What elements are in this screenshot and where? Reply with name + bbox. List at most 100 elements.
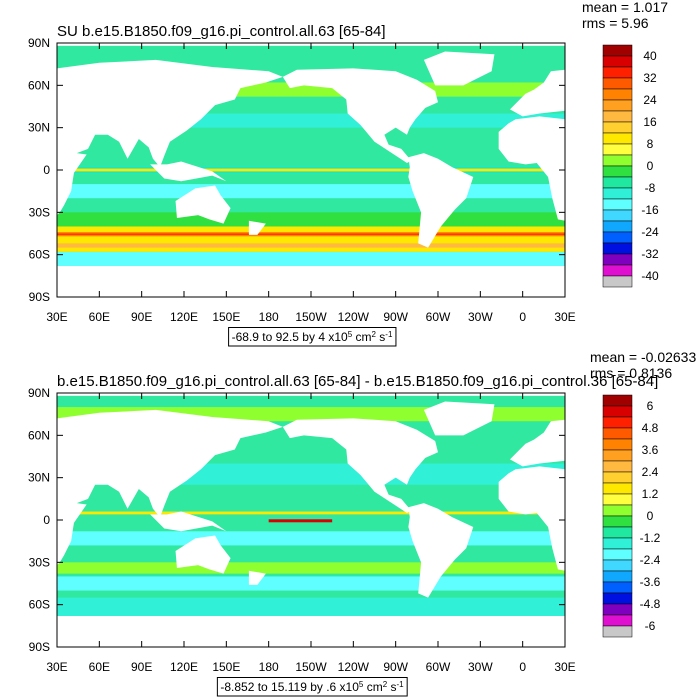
colorbar-box bbox=[602, 231, 633, 244]
x-tick-label: 120W bbox=[338, 660, 370, 674]
colorbar-box bbox=[602, 198, 633, 211]
y-tick-label: 60N bbox=[28, 78, 50, 92]
colorbar-label: 8 bbox=[647, 137, 654, 151]
field-band bbox=[57, 184, 565, 199]
y-tick-label: 60S bbox=[29, 248, 50, 262]
colorbar-box bbox=[602, 275, 633, 288]
colorbar-label: -32 bbox=[641, 247, 659, 261]
colorbar-label: 40 bbox=[643, 49, 657, 63]
land bbox=[248, 570, 266, 585]
field-band bbox=[57, 233, 565, 235]
colorbar-box bbox=[602, 55, 633, 68]
colorbar-box bbox=[602, 209, 633, 222]
land bbox=[175, 535, 231, 574]
colorbar-label: 24 bbox=[643, 93, 657, 107]
colorbar-box bbox=[602, 427, 633, 440]
x-tick-label: 60E bbox=[89, 310, 110, 324]
colorbar-box bbox=[602, 405, 633, 418]
x-tick-label: 90W bbox=[383, 660, 408, 674]
colorbar-box bbox=[602, 253, 633, 266]
info-part: 5 bbox=[348, 330, 353, 339]
colorbar-label: 1.2 bbox=[642, 487, 659, 501]
colorbar-label: 4.8 bbox=[642, 421, 659, 435]
field-band bbox=[268, 519, 333, 523]
y-tick-label: 0 bbox=[43, 163, 50, 177]
y-tick-label: 30N bbox=[28, 121, 50, 135]
colorbar-box bbox=[602, 449, 633, 462]
y-tick-label: 60N bbox=[28, 428, 50, 442]
land bbox=[57, 265, 565, 297]
colorbar-box bbox=[602, 110, 633, 123]
x-tick-label: 60W bbox=[426, 660, 451, 674]
colorbar-label: -4.8 bbox=[640, 597, 661, 611]
land bbox=[423, 51, 495, 86]
colorbar-label: -1.2 bbox=[640, 531, 661, 545]
colorbar-box bbox=[602, 581, 633, 594]
info-part: s bbox=[387, 680, 396, 694]
x-tick-label: 0 bbox=[519, 660, 526, 674]
colorbar-box bbox=[602, 471, 633, 484]
field-band bbox=[57, 226, 565, 252]
x-tick-label: 30E bbox=[554, 660, 575, 674]
colorbar-box bbox=[602, 603, 633, 616]
colorbar-box bbox=[602, 559, 633, 572]
colorbar-box bbox=[602, 132, 633, 145]
colorbar-box bbox=[602, 570, 633, 583]
y-tick-label: 60S bbox=[29, 598, 50, 612]
x-tick-label: 150E bbox=[212, 660, 240, 674]
x-tick-label: 150E bbox=[212, 310, 240, 324]
stat: rms = 5.96 bbox=[582, 15, 649, 31]
stat: rms = 0.8136 bbox=[590, 365, 672, 381]
land bbox=[282, 68, 438, 163]
x-tick-label: 150W bbox=[295, 660, 327, 674]
y-tick-label: 30N bbox=[28, 471, 50, 485]
land bbox=[57, 409, 283, 566]
colorbar-label: -2.4 bbox=[640, 553, 661, 567]
colorbar-label: 6 bbox=[647, 399, 654, 413]
x-tick-label: 30E bbox=[46, 660, 67, 674]
land bbox=[175, 185, 231, 224]
x-tick-label: 90W bbox=[383, 310, 408, 324]
x-tick-label: 0 bbox=[519, 310, 526, 324]
colorbar-box bbox=[602, 548, 633, 561]
field-band bbox=[57, 597, 565, 616]
field-band bbox=[57, 576, 565, 591]
x-tick-label: 30W bbox=[468, 310, 493, 324]
x-tick-label: 180 bbox=[259, 660, 279, 674]
colorbar-label: -6 bbox=[645, 619, 656, 633]
colorbar-box bbox=[602, 592, 633, 605]
colorbar-box bbox=[602, 220, 633, 233]
y-tick-label: 90N bbox=[28, 36, 50, 50]
colorbar-box bbox=[602, 264, 633, 277]
field-band bbox=[57, 168, 565, 172]
field-band bbox=[57, 562, 565, 574]
colorbar-label: 32 bbox=[643, 71, 657, 85]
y-tick-label: 90S bbox=[29, 290, 50, 304]
colorbar-box bbox=[602, 242, 633, 255]
x-tick-label: 30E bbox=[46, 310, 67, 324]
field-band bbox=[57, 511, 565, 515]
x-tick-label: 90E bbox=[131, 660, 152, 674]
land bbox=[57, 59, 283, 216]
colorbar-box bbox=[602, 187, 633, 200]
land bbox=[282, 418, 438, 513]
colorbar-label: 3.6 bbox=[642, 443, 659, 457]
colorbar-box bbox=[602, 143, 633, 156]
colorbar-box bbox=[602, 515, 633, 528]
colorbar-box bbox=[602, 537, 633, 550]
field-band bbox=[57, 531, 565, 546]
colorbar-box bbox=[602, 165, 633, 178]
map-field bbox=[57, 393, 565, 647]
x-tick-label: 120W bbox=[338, 310, 370, 324]
colorbar-label: -24 bbox=[641, 225, 659, 239]
info-part: s bbox=[376, 330, 385, 344]
colorbar-box bbox=[602, 176, 633, 189]
land bbox=[408, 503, 474, 598]
x-tick-label: 120E bbox=[170, 660, 198, 674]
colorbar-box bbox=[602, 154, 633, 167]
colorbar-box bbox=[602, 625, 633, 638]
colorbar-box bbox=[602, 526, 633, 539]
info-label: -68.9 to 92.5 by 4 x105 cm2 s-1 bbox=[232, 330, 393, 345]
colorbar-label: 0 bbox=[647, 159, 654, 173]
